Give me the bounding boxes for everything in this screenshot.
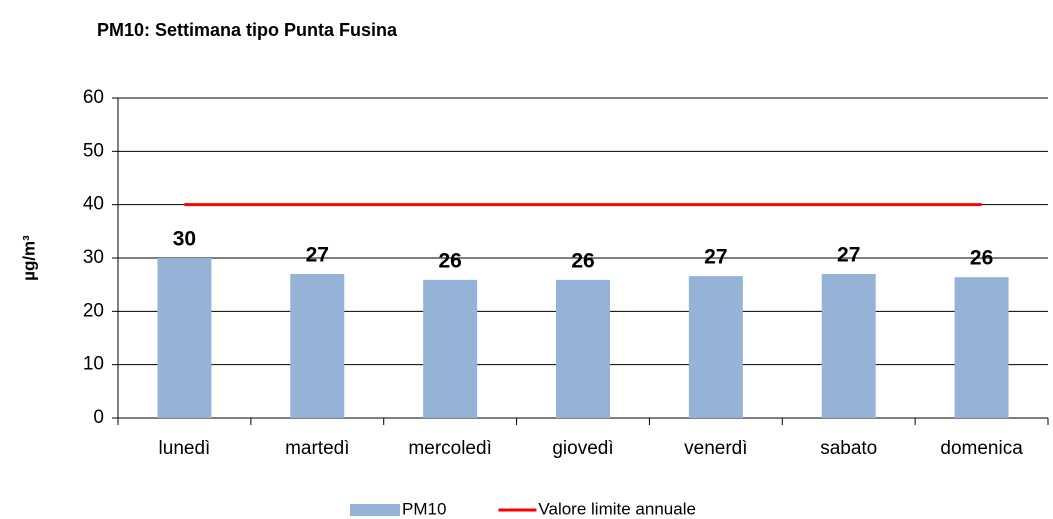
x-tick-label: mercoledì [408, 438, 491, 459]
legend-swatch [350, 504, 400, 516]
x-tick-label: sabato [820, 438, 877, 459]
y-tick-label: 0 [93, 407, 104, 428]
value-label: 26 [970, 247, 993, 270]
legend-label: Valore limite annuale [538, 499, 696, 518]
bar [954, 277, 1009, 418]
x-tick-label: martedì [285, 438, 349, 459]
value-label: 27 [837, 244, 860, 267]
bar [157, 258, 212, 418]
x-tick-label: domenica [940, 438, 1023, 459]
legend-label: PM10 [402, 499, 446, 518]
x-tick-label: lunedì [159, 438, 211, 459]
bar [688, 276, 743, 418]
bar [556, 279, 610, 418]
y-tick-label: 20 [83, 300, 104, 321]
bar [423, 279, 478, 418]
y-tick-label: 30 [83, 247, 104, 268]
bar [290, 274, 345, 418]
value-label: 27 [704, 246, 727, 269]
y-tick-label: 10 [83, 354, 104, 375]
value-label: 26 [571, 249, 594, 272]
x-tick-label: giovedì [552, 438, 613, 459]
y-tick-label: 50 [83, 140, 104, 161]
x-tick-label: venerdì [684, 438, 747, 459]
value-label: 27 [306, 244, 329, 267]
value-label: 26 [438, 249, 461, 272]
bar [821, 274, 876, 418]
y-axis-label: µg/m³ [19, 235, 38, 281]
value-label: 30 [173, 228, 196, 251]
y-tick-label: 60 [83, 87, 104, 108]
y-tick-label: 40 [83, 194, 104, 215]
chart-title: PM10: Settimana tipo Punta Fusina [97, 20, 398, 40]
